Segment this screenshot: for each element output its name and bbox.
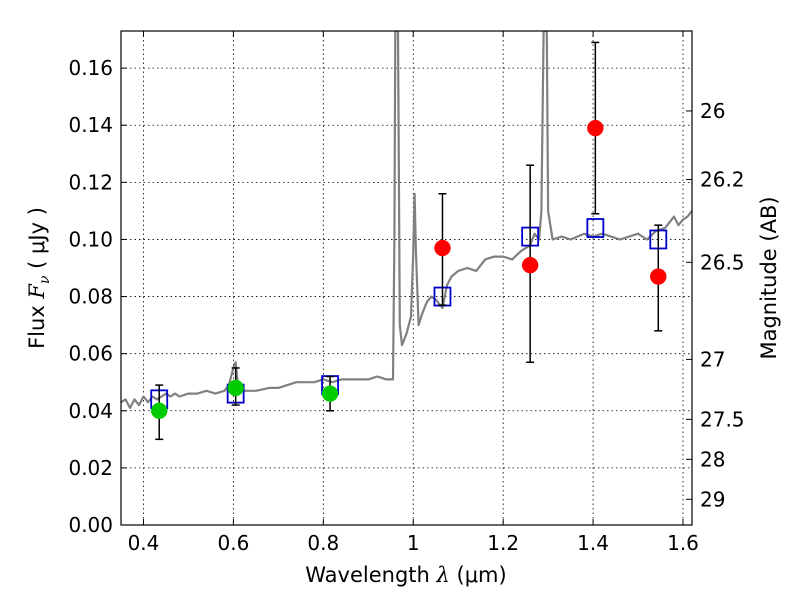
x-tick-label: 0.6 xyxy=(217,531,249,555)
x-tick-label: 1 xyxy=(407,531,420,555)
axis-ticks: 0.4 0.6 0.8 1 1.2 1.4 1.6 0.00 0.02 0.04 0.06 0.08 0… xyxy=(68,31,745,555)
plot-area xyxy=(121,31,692,441)
mag-tick-label: 27.5 xyxy=(700,407,745,431)
green-data-point xyxy=(150,402,168,420)
green-data-point xyxy=(227,379,244,397)
y-tick-label: 0.08 xyxy=(68,285,113,309)
y-axis-right-label: Magnitude (AB) xyxy=(757,196,781,359)
y-tick-label: 0.06 xyxy=(68,342,113,366)
y-tick-label: 0.16 xyxy=(68,56,113,80)
red-data-point xyxy=(650,268,667,285)
x-axis-label: Wavelength λ (μm) xyxy=(305,563,506,587)
x-tick-label: 0.8 xyxy=(307,531,339,555)
mag-tick-label: 26.5 xyxy=(700,250,745,274)
y-tick-label: 0.10 xyxy=(68,227,113,251)
mag-tick-label: 29 xyxy=(700,487,725,511)
mag-tick-label: 26 xyxy=(700,99,725,123)
y-tick-label: 0.04 xyxy=(68,399,113,423)
y-tick-label: 0.02 xyxy=(68,456,113,480)
plot-frame xyxy=(120,30,693,526)
bandpass-marker xyxy=(586,218,605,238)
spectrum-line xyxy=(121,31,692,409)
red-data-point xyxy=(521,256,539,274)
mag-tick-label: 27 xyxy=(700,347,725,371)
green-data-point xyxy=(321,385,339,402)
mag-tick-label: 28 xyxy=(700,447,725,471)
y-tick-label: 0.12 xyxy=(68,170,113,194)
x-tick-label: 1.4 xyxy=(577,531,609,555)
y-axis-label: Flux Fν ( μJy ) xyxy=(25,207,53,349)
x-tick-label: 1.6 xyxy=(667,531,699,555)
y-tick-label: 0.14 xyxy=(68,113,113,137)
y-tick-label: 0.00 xyxy=(68,513,113,537)
red-data-point xyxy=(587,119,604,137)
x-tick-label: 0.4 xyxy=(128,531,160,555)
x-tick-label: 1.2 xyxy=(487,531,519,555)
mag-tick-label: 26.2 xyxy=(700,167,745,191)
red-data-point xyxy=(434,239,451,257)
